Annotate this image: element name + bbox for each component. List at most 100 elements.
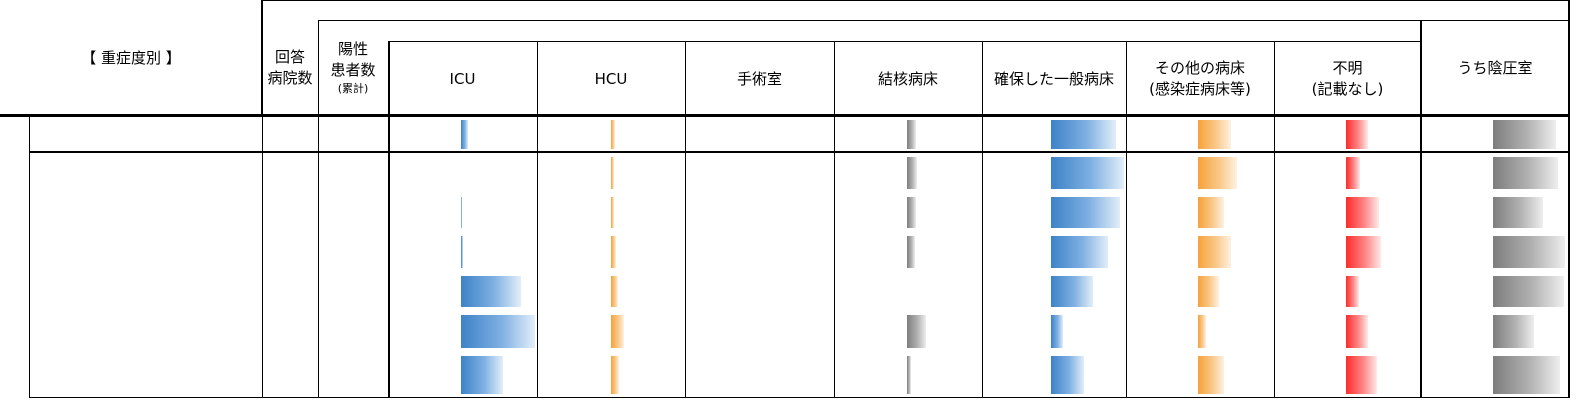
patients-count bbox=[318, 272, 388, 311]
general-count bbox=[982, 272, 1049, 311]
general-bar bbox=[1051, 236, 1108, 268]
negpress-count bbox=[1421, 232, 1491, 272]
header-bottom-border bbox=[0, 114, 1569, 117]
negpress-count bbox=[1421, 272, 1491, 311]
icu-percent bbox=[459, 116, 537, 153]
other-count bbox=[1126, 153, 1196, 193]
row-label bbox=[29, 116, 262, 153]
col-border-2 bbox=[834, 41, 835, 397]
tb-count bbox=[834, 272, 905, 311]
patients-count bbox=[318, 311, 388, 352]
unknown-count bbox=[1274, 193, 1344, 232]
hospitals-count bbox=[262, 352, 318, 398]
unknown-bar bbox=[1346, 157, 1360, 189]
surgery-percent bbox=[757, 311, 834, 352]
negpress-bar bbox=[1493, 276, 1564, 307]
col-border-4 bbox=[1126, 41, 1127, 397]
surgery-count bbox=[685, 193, 757, 232]
icu-count bbox=[388, 272, 459, 311]
patients-count bbox=[318, 153, 388, 193]
tb-count bbox=[834, 352, 905, 398]
negpress-percent bbox=[1491, 116, 1569, 153]
tb-count bbox=[834, 311, 905, 352]
col-border-3 bbox=[982, 41, 983, 397]
hospitals-count bbox=[262, 116, 318, 153]
surgery-percent bbox=[757, 153, 834, 193]
row-label bbox=[29, 352, 262, 398]
other-bar bbox=[1198, 120, 1231, 149]
hcu-percent bbox=[609, 193, 685, 232]
general-percent bbox=[1049, 116, 1126, 153]
other-count bbox=[1126, 311, 1196, 352]
negpress-count bbox=[1421, 311, 1491, 352]
unknown-percent bbox=[1344, 232, 1421, 272]
other-bar bbox=[1198, 315, 1206, 348]
icu-bar bbox=[461, 120, 468, 149]
hcu-percent bbox=[609, 232, 685, 272]
patients-right-border bbox=[388, 41, 390, 397]
tb-bar bbox=[907, 315, 926, 348]
surgery-percent bbox=[757, 272, 834, 311]
surgery-count bbox=[685, 272, 757, 311]
col-border-0 bbox=[537, 41, 538, 397]
general-bar bbox=[1051, 197, 1120, 228]
hcu-percent bbox=[609, 352, 685, 398]
negpress-bar bbox=[1493, 236, 1565, 268]
negpress-percent bbox=[1491, 272, 1569, 311]
hcu-count bbox=[537, 311, 609, 352]
general-bar bbox=[1051, 315, 1063, 348]
header-unknown-line2: (記載なし) bbox=[1311, 80, 1384, 98]
other-count bbox=[1126, 193, 1196, 232]
general-bar bbox=[1051, 276, 1093, 307]
icu-bar bbox=[461, 356, 503, 394]
other-percent bbox=[1196, 352, 1274, 398]
hospitals-count bbox=[262, 272, 318, 311]
unknown-percent bbox=[1344, 352, 1421, 398]
tb-percent bbox=[905, 272, 982, 311]
general-count bbox=[982, 153, 1049, 193]
header-negative-pressure: うち陰圧室 bbox=[1457, 58, 1533, 77]
unknown-count bbox=[1274, 311, 1344, 352]
general-bar bbox=[1051, 356, 1084, 394]
icu-bar bbox=[461, 236, 463, 268]
header-general-ward: 確保した一般病床 bbox=[993, 69, 1114, 88]
header-patients-line1: 陽性 bbox=[337, 40, 368, 58]
header-hospitals: 回答 病院数 bbox=[262, 20, 318, 116]
surgery-percent bbox=[757, 352, 834, 398]
unknown-bar bbox=[1346, 236, 1381, 268]
icu-bar bbox=[461, 276, 521, 307]
header-sub-border-right bbox=[1421, 20, 1569, 21]
general-count bbox=[982, 311, 1049, 352]
hcu-bar bbox=[611, 315, 624, 348]
hospitals-count bbox=[262, 311, 318, 352]
header-other-ward-line2: (感染症病床等) bbox=[1149, 80, 1251, 98]
general-count bbox=[982, 116, 1049, 153]
surgery-percent bbox=[757, 193, 834, 232]
other-percent bbox=[1196, 232, 1274, 272]
unknown-percent bbox=[1344, 153, 1421, 193]
other-bar bbox=[1198, 197, 1224, 228]
row-label bbox=[29, 232, 262, 272]
hcu-percent bbox=[609, 311, 685, 352]
row-label bbox=[29, 272, 262, 311]
hcu-bar bbox=[611, 236, 616, 268]
total-row-border bbox=[29, 151, 1569, 153]
general-bar bbox=[1051, 157, 1124, 189]
hcu-percent bbox=[609, 116, 685, 153]
negpress-count bbox=[1421, 153, 1491, 193]
unknown-percent bbox=[1344, 311, 1421, 352]
tb-percent bbox=[905, 116, 982, 153]
corner-label: 【 重症度別 】 bbox=[81, 48, 181, 67]
header-unknown-line1: 不明 bbox=[1332, 59, 1363, 77]
row-label bbox=[29, 153, 262, 193]
unknown-percent bbox=[1344, 193, 1421, 232]
negpress-bar bbox=[1493, 315, 1534, 348]
general-bar bbox=[1051, 120, 1116, 149]
surgery-percent bbox=[757, 116, 834, 153]
unknown-bar bbox=[1346, 315, 1368, 348]
col-border-5 bbox=[1274, 41, 1275, 397]
hcu-bar bbox=[611, 120, 615, 149]
hospitals-count bbox=[262, 193, 318, 232]
other-count bbox=[1126, 116, 1196, 153]
